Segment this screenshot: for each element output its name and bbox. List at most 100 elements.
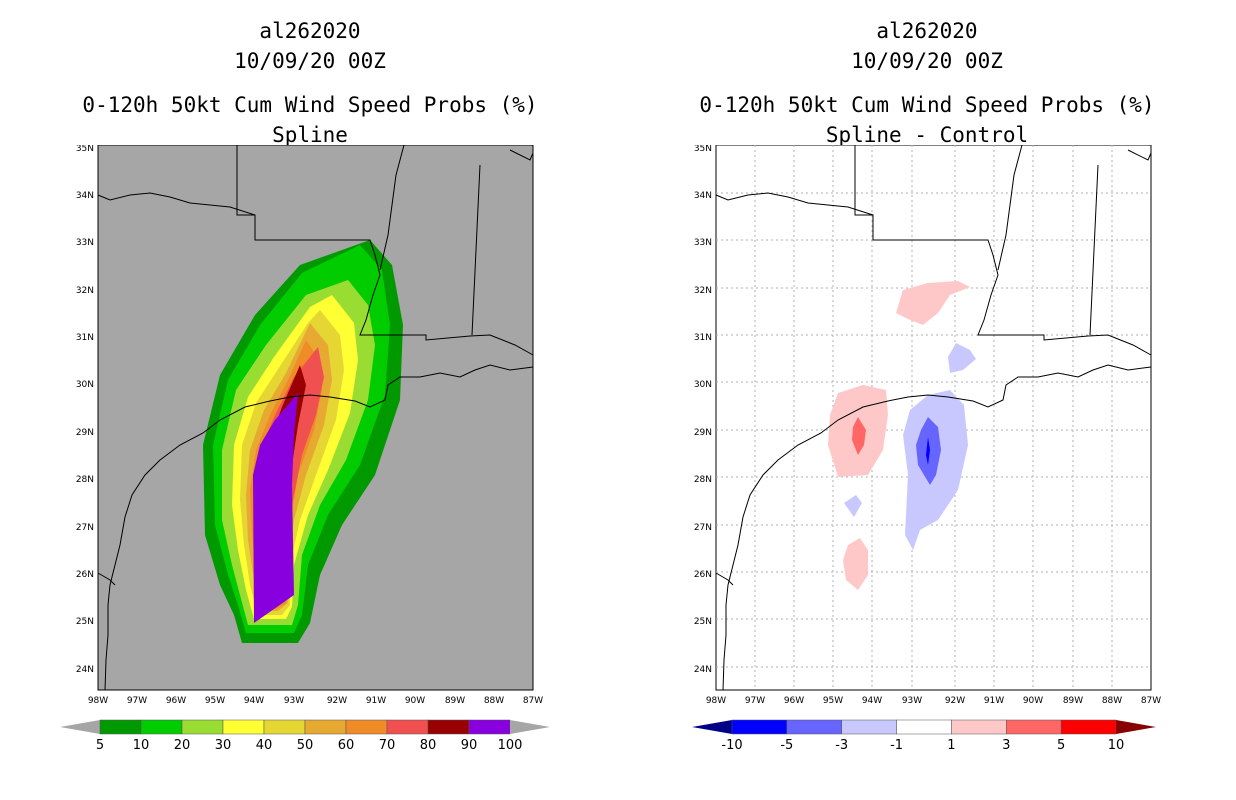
colorbar-label: 10: [133, 738, 150, 753]
colorbar-label: 60: [338, 738, 355, 753]
lon-label: 91W: [366, 696, 386, 706]
left-colorbar: 5 10 20 30 40 50 60 70 80 90 100: [60, 719, 550, 753]
colorbar-high-end: [1116, 720, 1156, 734]
colorbar-swatch: [181, 719, 224, 735]
lat-label: 31N: [694, 333, 712, 343]
lat-label: 34N: [76, 191, 94, 201]
colorbar-swatch: [345, 719, 388, 735]
probability-contours: [203, 240, 403, 643]
colorbar-label: 3: [1002, 738, 1010, 753]
right-subtitle: Spline - Control: [825, 123, 1029, 147]
right-product: 0-120h 50kt Cum Wind Speed Probs (%): [699, 93, 1155, 117]
colorbar-label: 5: [96, 738, 104, 753]
right-title: al262020 10/09/20 00Z 0-120h 50kt Cum Wi…: [627, 16, 1227, 150]
colorbar-label: 90: [461, 738, 478, 753]
lon-label: 89W: [1063, 696, 1083, 706]
lon-label: 92W: [945, 696, 965, 706]
colorbar-swatch: [1060, 719, 1117, 735]
colorbar-swatch: [304, 719, 347, 735]
colorbar-label: 30: [215, 738, 232, 753]
lat-label: 29N: [694, 428, 712, 438]
lon-label: 94W: [862, 696, 882, 706]
colorbar-swatch: [468, 719, 511, 735]
lon-label: 87W: [523, 696, 543, 706]
lon-label: 97W: [127, 696, 147, 706]
lon-label: 91W: [984, 696, 1004, 706]
colorbar-swatch: [1006, 719, 1062, 735]
lat-label: 24N: [694, 665, 712, 675]
colorbar-high-end: [510, 720, 550, 734]
colorbar-low-end: [60, 720, 100, 734]
lon-label: 92W: [327, 696, 347, 706]
left-title: al262020 10/09/20 00Z 0-120h 50kt Cum Wi…: [10, 16, 610, 150]
left-map: 35N 34N 33N 32N 31N 30N 29N 28N 27N 26N …: [76, 145, 543, 706]
colorbar-label: 20: [174, 738, 191, 753]
lon-label: 98W: [88, 696, 108, 706]
lat-label: 25N: [76, 617, 94, 627]
right-storm-id: al262020: [876, 19, 978, 43]
colorbar-swatch: [951, 719, 1007, 735]
colorbar-label: 50: [297, 738, 314, 753]
colorbar-swatch: [731, 719, 788, 735]
lat-label: 35N: [694, 145, 712, 154]
lon-label: 90W: [1023, 696, 1043, 706]
lat-label: 26N: [76, 570, 94, 580]
lon-label: 87W: [1141, 696, 1161, 706]
lon-label: 89W: [445, 696, 465, 706]
lon-label: 90W: [405, 696, 425, 706]
right-datetime: 10/09/20 00Z: [851, 49, 1003, 73]
left-subtitle: Spline: [272, 123, 348, 147]
colorbar-swatch: [140, 719, 183, 735]
lon-label: 97W: [745, 696, 765, 706]
lat-label: 27N: [76, 523, 94, 533]
colorbar-swatch: [99, 719, 142, 735]
colorbar-swatch: [263, 719, 306, 735]
lat-label: 28N: [76, 475, 94, 485]
right-colorbar: -10 -5 -3 -1 1 3 5 10: [692, 719, 1156, 753]
colorbar-label: 80: [420, 738, 437, 753]
lon-label: 96W: [784, 696, 804, 706]
gridlines: [716, 145, 1151, 690]
colorbar-swatch: [222, 719, 265, 735]
lat-label: 33N: [76, 238, 94, 248]
colorbar-label: -10: [721, 738, 742, 753]
lat-label: 33N: [694, 238, 712, 248]
coastlines-borders: [715, 145, 1152, 691]
colorbar-swatch: [896, 719, 952, 735]
colorbar-label: 70: [379, 738, 396, 753]
colorbar-swatch: [386, 719, 429, 735]
lat-label: 31N: [76, 333, 94, 343]
lat-label: 27N: [694, 523, 712, 533]
colorbar-label: 10: [1108, 738, 1125, 753]
colorbar-label: -3: [835, 738, 848, 753]
right-lon-labels: 98W 97W 96W 95W 94W 93W 92W 91W 90W 89W …: [706, 696, 1161, 706]
left-datetime: 10/09/20 00Z: [234, 49, 386, 73]
colorbar-swatch: [427, 719, 470, 735]
coastlines-borders: [97, 145, 534, 691]
colorbar-label: -1: [890, 738, 903, 753]
lat-label: 30N: [694, 380, 712, 390]
left-storm-id: al262020: [259, 19, 361, 43]
lon-label: 88W: [1102, 696, 1122, 706]
lat-label: 30N: [76, 380, 94, 390]
lat-label: 29N: [76, 428, 94, 438]
colorbar-label: 1: [947, 738, 955, 753]
colorbar-label: 100: [498, 738, 523, 753]
left-lon-labels: 98W 97W 96W 95W 94W 93W 92W 91W 90W 89W …: [88, 696, 543, 706]
lat-label: 34N: [694, 191, 712, 201]
colorbar-label: 5: [1057, 738, 1065, 753]
left-lat-labels: 35N 34N 33N 32N 31N 30N 29N 28N 27N 26N …: [76, 145, 94, 675]
lat-label: 32N: [694, 286, 712, 296]
lon-label: 93W: [902, 696, 922, 706]
colorbar-label: 40: [256, 738, 273, 753]
lat-label: 24N: [76, 665, 94, 675]
lat-label: 35N: [76, 145, 94, 154]
right-map: 35N 34N 33N 32N 31N 30N 29N 28N 27N 26N …: [694, 145, 1161, 706]
colorbar-swatch: [841, 719, 897, 735]
lat-label: 26N: [694, 570, 712, 580]
lat-label: 25N: [694, 617, 712, 627]
colorbar-swatch: [786, 719, 842, 735]
lon-label: 95W: [205, 696, 225, 706]
lon-label: 94W: [244, 696, 264, 706]
right-lat-labels: 35N 34N 33N 32N 31N 30N 29N 28N 27N 26N …: [694, 145, 712, 675]
